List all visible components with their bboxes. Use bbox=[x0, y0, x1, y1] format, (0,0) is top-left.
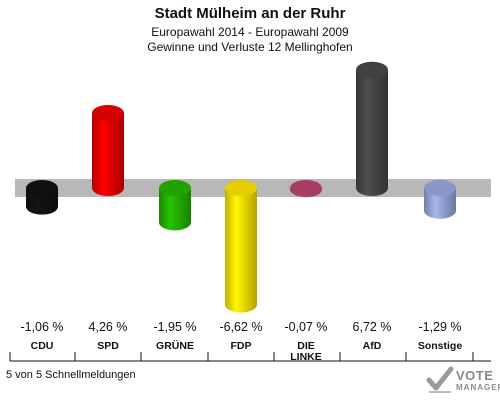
value-label: -6,62 % bbox=[219, 320, 262, 334]
bar-grüne bbox=[159, 180, 191, 231]
chart-subtitle: Europawahl 2014 - Europawahl 2009 bbox=[151, 25, 349, 39]
bar-chart: -1,06 % 4,26 % -1,95 % -6,62 % -0,07 % 6,72 %… bbox=[9, 61, 491, 363]
value-label: -0,07 % bbox=[284, 320, 327, 334]
chart-subtitle-district: Gewinne und Verluste 12 Mellinghofen bbox=[147, 40, 353, 54]
bar-afd bbox=[356, 61, 388, 196]
value-label: -1,29 % bbox=[418, 320, 461, 334]
category-label: SPD bbox=[97, 340, 119, 352]
category-label: CDU bbox=[31, 340, 54, 352]
value-label: 4,26 % bbox=[89, 320, 128, 334]
category-label: DIE bbox=[297, 340, 315, 352]
bar-fdp bbox=[225, 180, 257, 313]
logo-subtext: MANAGER bbox=[456, 383, 500, 392]
vote-manager-logo: VOTE MANAGER bbox=[426, 366, 500, 398]
category-label: AfD bbox=[363, 340, 382, 352]
value-label: 6,72 % bbox=[353, 320, 392, 334]
footer-note: 5 von 5 Schnellmeldungen bbox=[6, 369, 136, 381]
value-label: -1,95 % bbox=[153, 320, 196, 334]
chart-title: Stadt Mülheim an der Ruhr bbox=[154, 5, 346, 22]
value-label: -1,06 % bbox=[20, 320, 63, 334]
bar-cdu bbox=[26, 180, 58, 215]
category-label: Sonstige bbox=[418, 340, 462, 352]
category-label: GRÜNE bbox=[156, 339, 194, 352]
logo-text: VOTE bbox=[456, 368, 494, 383]
bar-sonstige bbox=[424, 180, 456, 219]
checkmark-icon bbox=[426, 366, 454, 393]
bar-spd bbox=[92, 105, 124, 196]
bar-die-linke bbox=[290, 180, 322, 198]
category-label: LINKE bbox=[290, 351, 322, 363]
category-label: FDP bbox=[231, 340, 252, 352]
